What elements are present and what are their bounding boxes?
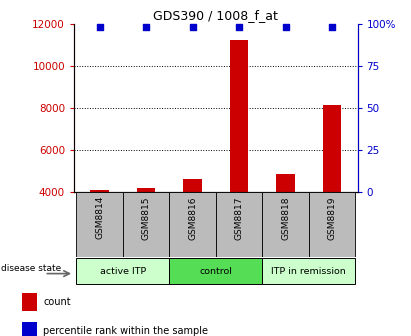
Bar bbox=[22, 293, 37, 311]
Bar bbox=[183, 179, 202, 192]
Bar bbox=[123, 192, 169, 257]
Bar bbox=[262, 258, 355, 285]
Text: GSM8817: GSM8817 bbox=[235, 196, 244, 240]
Text: ITP in remission: ITP in remission bbox=[271, 267, 346, 276]
Text: disease state: disease state bbox=[2, 264, 62, 273]
Text: count: count bbox=[43, 297, 71, 307]
Text: percentile rank within the sample: percentile rank within the sample bbox=[43, 326, 208, 336]
Bar bbox=[22, 322, 37, 336]
Text: GSM8816: GSM8816 bbox=[188, 196, 197, 240]
Point bbox=[143, 25, 149, 30]
Bar bbox=[76, 258, 169, 285]
Title: GDS390 / 1008_f_at: GDS390 / 1008_f_at bbox=[153, 9, 278, 23]
Point bbox=[96, 25, 103, 30]
Bar bbox=[309, 192, 355, 257]
Bar bbox=[169, 258, 262, 285]
Text: GSM8814: GSM8814 bbox=[95, 196, 104, 240]
Bar bbox=[169, 192, 216, 257]
Point bbox=[282, 25, 289, 30]
Bar bbox=[323, 106, 341, 192]
Bar bbox=[76, 192, 123, 257]
Bar bbox=[137, 188, 155, 192]
Bar bbox=[276, 174, 295, 192]
Bar bbox=[90, 191, 109, 192]
Text: GSM8819: GSM8819 bbox=[328, 196, 337, 240]
Bar bbox=[216, 192, 262, 257]
Text: GSM8818: GSM8818 bbox=[281, 196, 290, 240]
Bar bbox=[262, 192, 309, 257]
Text: GSM8815: GSM8815 bbox=[141, 196, 150, 240]
Point bbox=[189, 25, 196, 30]
Point bbox=[236, 25, 242, 30]
Bar bbox=[230, 40, 248, 192]
Text: active ITP: active ITP bbox=[100, 267, 146, 276]
Point bbox=[329, 25, 335, 30]
Text: control: control bbox=[199, 267, 232, 276]
